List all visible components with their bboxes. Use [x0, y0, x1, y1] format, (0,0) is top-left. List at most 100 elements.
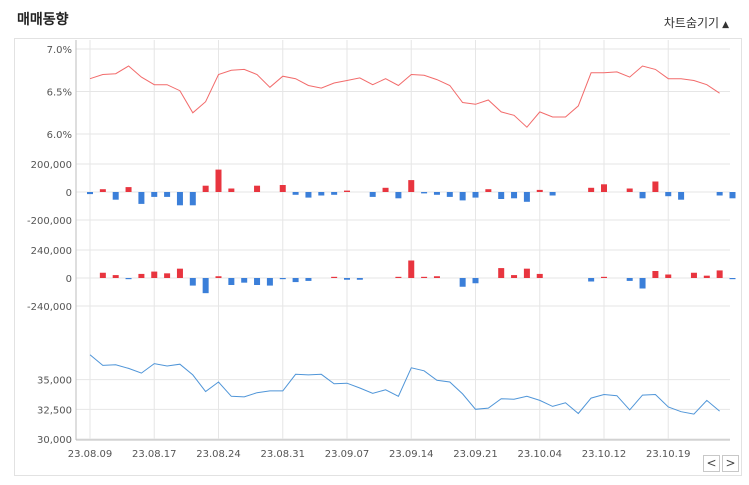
flow1-bar	[523, 192, 530, 202]
flow2-bar	[421, 276, 428, 278]
x-tick-label: 23.10.12	[582, 449, 627, 460]
flow1-bar	[729, 192, 736, 199]
flow1-bar	[99, 189, 106, 192]
x-tick-label: 23.08.31	[260, 449, 305, 460]
flow2-bar	[279, 278, 286, 280]
y-tick-label: 0	[66, 274, 72, 285]
flow1-bar	[395, 192, 402, 199]
flow1-bar	[626, 188, 633, 192]
flow2-bar	[176, 268, 183, 278]
flow1-bar	[678, 192, 685, 200]
flow1-bar	[639, 192, 646, 199]
flow1-bar	[652, 181, 659, 192]
flow1-bar	[318, 192, 325, 196]
flow2-bar	[498, 268, 505, 278]
flow2-bar	[665, 274, 672, 278]
flow2-bar	[511, 275, 518, 278]
flow2-bar	[523, 268, 530, 278]
flow1-bar	[408, 180, 415, 192]
flow1-bar	[588, 187, 595, 192]
y-tick-label: 240,000	[31, 246, 72, 257]
flow1-bar	[151, 192, 158, 197]
flow2-bar	[356, 278, 363, 280]
flow1-bar	[331, 192, 338, 195]
price-series-line	[89, 354, 720, 415]
flow2-bar	[433, 276, 440, 278]
flow1-bar	[485, 189, 492, 192]
flow2-bar	[228, 278, 235, 285]
flow2-bar	[215, 276, 222, 278]
flow2-bar	[703, 275, 710, 278]
flow1-bar	[421, 192, 428, 194]
triangle-up-icon: ▲	[722, 20, 729, 30]
flow2-bar	[601, 276, 607, 278]
flow2-bar	[202, 278, 209, 294]
flow1-bar	[549, 192, 556, 196]
flow2-bar	[189, 278, 196, 286]
flow1-bar	[344, 190, 350, 192]
y-tick-label: 32,500	[37, 405, 72, 416]
flow2-bar	[639, 278, 646, 289]
flow2-bar	[652, 271, 659, 278]
flow1-bar	[446, 192, 453, 197]
flow1-bar	[254, 185, 261, 192]
next-button[interactable]: >	[722, 455, 739, 472]
x-tick-label: 23.08.17	[132, 449, 177, 460]
y-tick-label: -200,000	[27, 216, 72, 227]
flow2-bar	[241, 278, 248, 283]
flow1-bar	[382, 187, 389, 192]
flow1-bar	[601, 184, 607, 192]
y-tick-label: 6.5%	[47, 88, 72, 99]
flow1-bar	[87, 192, 93, 195]
flow1-bar	[189, 192, 196, 206]
flow1-bar	[164, 192, 171, 197]
flow2-bar	[292, 278, 299, 283]
chart-frame	[14, 38, 742, 476]
flow1-bar	[665, 192, 672, 197]
ratio-series-line	[89, 65, 720, 128]
flow2-bar	[112, 275, 119, 278]
flow2-bar	[331, 276, 338, 278]
flow2-bar	[254, 278, 261, 285]
x-tick-label: 23.09.07	[325, 449, 370, 460]
flow2-bar	[164, 273, 171, 278]
toggle-label: 차트숨기기	[663, 16, 720, 30]
flow1-bar	[202, 185, 209, 192]
flow2-bar	[588, 278, 595, 282]
y-tick-label: 200,000	[31, 160, 72, 171]
flow1-bar	[215, 169, 222, 192]
flow2-bar	[729, 278, 736, 280]
y-tick-label: 7.0%	[47, 45, 72, 56]
x-tick-label: 23.10.04	[517, 449, 562, 460]
flow2-bar	[626, 278, 633, 281]
flow2-bar	[344, 278, 350, 280]
flow1-bar	[279, 185, 286, 192]
y-tick-label: 0	[66, 188, 72, 199]
x-tick-label: 23.10.19	[646, 449, 691, 460]
flow2-bar	[472, 278, 479, 284]
flow1-bar	[716, 192, 723, 196]
flow2-bar	[305, 278, 312, 281]
x-tick-label: 23.08.24	[196, 449, 241, 460]
y-tick-label: 30,000	[37, 435, 72, 446]
x-tick-label: 23.09.21	[453, 449, 498, 460]
flow1-bar	[125, 187, 132, 192]
flow1-bar	[176, 192, 183, 206]
flow2-bar	[138, 273, 145, 278]
y-tick-label: -240,000	[27, 302, 72, 313]
flow2-bar	[395, 276, 402, 278]
x-tick-label: 23.09.14	[389, 449, 434, 460]
flow2-bar	[536, 273, 543, 278]
page-title: 매매동향	[17, 12, 69, 28]
flow1-bar	[459, 192, 466, 201]
x-tick-label: 23.08.09	[68, 449, 113, 460]
flow2-bar	[408, 260, 415, 278]
flow2-bar	[151, 271, 158, 278]
flow1-bar	[369, 192, 376, 197]
flow1-bar	[305, 192, 312, 198]
flow2-bar	[690, 272, 697, 278]
hide-chart-toggle[interactable]: 차트숨기기 ▲	[664, 14, 729, 31]
y-tick-label: 35,000	[37, 376, 72, 387]
prev-button[interactable]: <	[703, 455, 720, 472]
